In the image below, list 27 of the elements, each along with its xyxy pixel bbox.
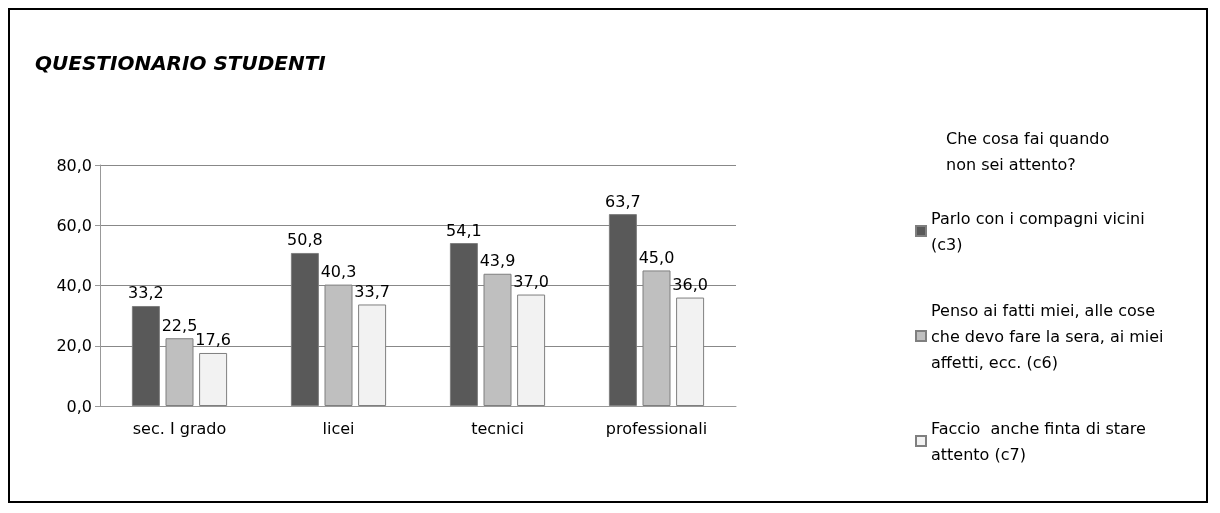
data-label: 40,3: [320, 262, 357, 282]
x-tick-label: licei: [322, 418, 355, 438]
data-label: 17,6: [195, 330, 231, 350]
data-label: 50,8: [287, 230, 323, 250]
chart-title: QUESTIONARIO STUDENTI: [35, 51, 327, 75]
y-tick-label: 20,0: [56, 336, 92, 356]
y-tick-label: 80,0: [56, 155, 92, 175]
data-label: 63,7: [605, 191, 641, 211]
data-label: 37,0: [513, 272, 549, 292]
data-label: 33,7: [354, 281, 390, 301]
x-tick-label: sec. I grado: [132, 418, 227, 438]
data-label: 45,0: [638, 247, 675, 267]
x-tick-label: professionali: [605, 418, 708, 438]
legend-label: Parlo con i compagni vicini (c3): [931, 208, 1150, 254]
data-label: 33,2: [128, 283, 164, 303]
y-tick-label: 60,0: [56, 215, 92, 235]
legend-title: Che cosa fai quando non sei attento?: [946, 128, 1115, 174]
legend-label: Penso ai fatti miei, alle cose che devo fare la sera, ai miei affetti, ecc. (c6): [931, 300, 1169, 372]
bar: [199, 352, 228, 406]
y-tick-label: 0,0: [66, 396, 92, 416]
data-label: 54,1: [446, 220, 482, 240]
legend-label: Faccio anche finta di stare attento (c7): [931, 418, 1151, 464]
data-label: 36,0: [672, 275, 708, 295]
data-label: 43,9: [479, 251, 516, 271]
data-label: 22,5: [161, 315, 198, 335]
x-tick-label: tecnici: [471, 418, 524, 438]
y-tick-label: 40,0: [56, 276, 92, 295]
